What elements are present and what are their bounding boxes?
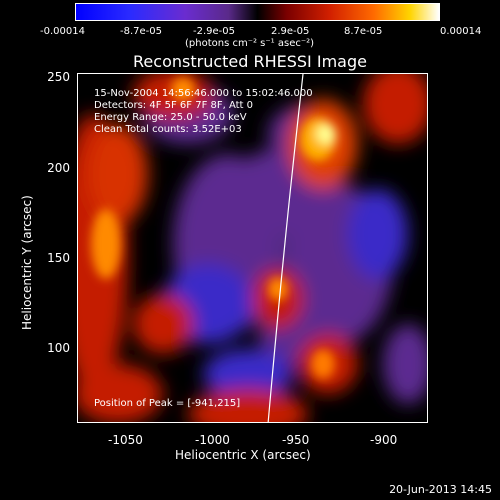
y-axis-label: Heliocentric Y (arcsec)	[20, 195, 34, 330]
colorbar-tick: -8.7e-05	[120, 26, 162, 37]
colorbar-unit-label: (photons cm⁻² s⁻¹ asec⁻²)	[185, 38, 315, 49]
x-tick-label: -950	[282, 433, 310, 447]
annotation-detectors: Detectors: 4F 5F 6F 7F 8F, Att 0	[94, 100, 254, 111]
annotation-time-range: 15-Nov-2004 14:56:46.000 to 15:02:46.000	[94, 88, 313, 99]
plot-title: Reconstructed RHESSI Image	[133, 52, 367, 71]
image-emission-map	[78, 74, 427, 422]
x-tick-label: -1000	[195, 433, 230, 447]
colorbar-tick: -0.00014	[40, 26, 85, 37]
annotation-energy: Energy Range: 25.0 - 50.0 keV	[94, 112, 247, 123]
colorbar-tick: 0.00014	[440, 26, 482, 37]
color-bar	[75, 3, 440, 21]
y-tick-label: 250	[47, 70, 70, 84]
x-tick-label: -900	[370, 433, 398, 447]
annotation-peak-position: Position of Peak = [-941,215]	[94, 398, 241, 409]
y-tick-label: 100	[47, 341, 70, 355]
date-stamp: 20-Jun-2013 14:45	[389, 483, 492, 496]
rhessi-image-plot	[77, 73, 428, 423]
colorbar-tick: 8.7e-05	[344, 26, 383, 37]
colorbar-tick: 2.9e-05	[271, 26, 310, 37]
y-tick-label: 200	[47, 161, 70, 175]
rhessi-image	[78, 74, 427, 422]
x-tick-label: -1050	[108, 433, 143, 447]
solar-limb-line	[267, 74, 304, 422]
annotation-clean: Clean Total counts: 3.52E+03	[94, 124, 242, 135]
x-axis-label: Heliocentric X (arcsec)	[175, 448, 311, 462]
colorbar-tick: -2.9e-05	[193, 26, 235, 37]
y-tick-label: 150	[47, 251, 70, 265]
